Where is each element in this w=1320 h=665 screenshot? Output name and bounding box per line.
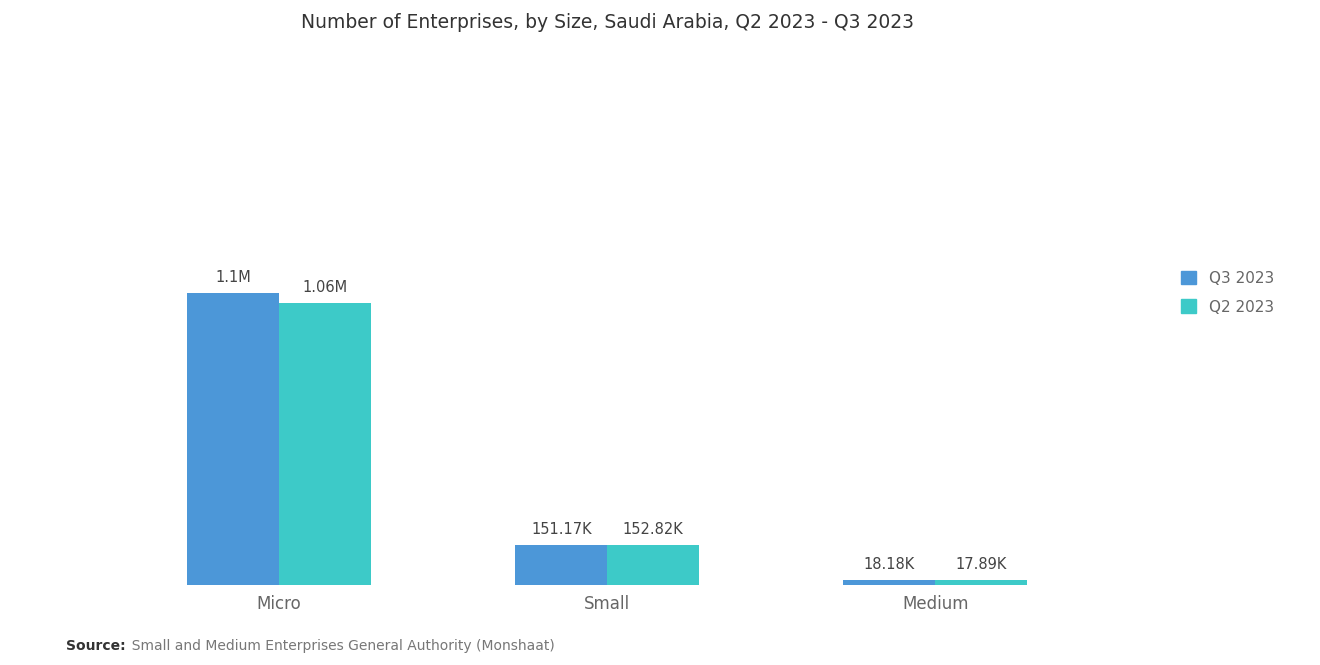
Bar [187, 293, 280, 585]
Text: 1.06M: 1.06M [302, 280, 347, 295]
Legend: Q3 2023, Q2 2023: Q3 2023, Q2 2023 [1173, 263, 1282, 322]
Bar [843, 581, 935, 585]
Bar [935, 581, 1027, 585]
Title: Number of Enterprises, by Size, Saudi Arabia, Q2 2023 - Q3 2023: Number of Enterprises, by Size, Saudi Ar… [301, 13, 913, 32]
Text: Small and Medium Enterprises General Authority (Monshaat): Small and Medium Enterprises General Aut… [123, 639, 554, 654]
Text: 17.89K: 17.89K [956, 557, 1007, 573]
Bar [515, 545, 607, 585]
Text: 151.17K: 151.17K [531, 522, 591, 537]
Bar [280, 303, 371, 585]
Text: 152.82K: 152.82K [623, 521, 684, 537]
Text: 18.18K: 18.18K [863, 557, 915, 573]
Bar [607, 545, 700, 585]
Text: 1.1M: 1.1M [215, 269, 251, 285]
Text: Source:: Source: [66, 639, 125, 654]
